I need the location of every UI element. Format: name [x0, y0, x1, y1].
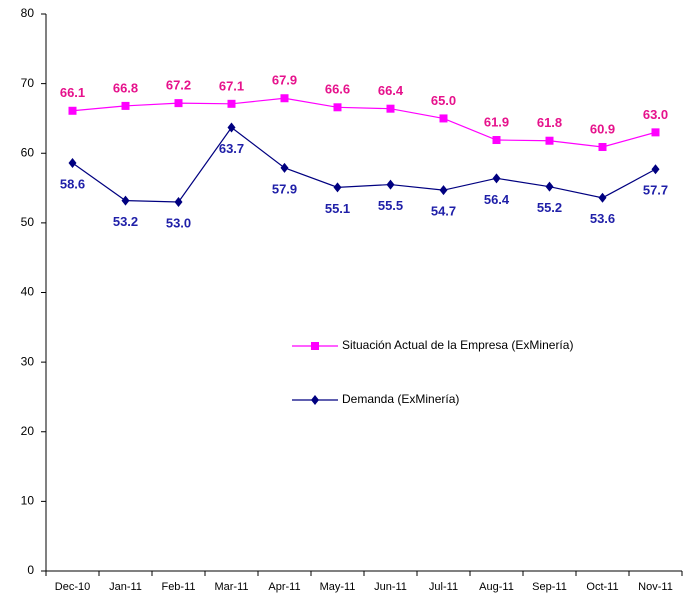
marker: [68, 157, 77, 168]
marker: [333, 103, 342, 112]
data-label: 61.9: [484, 114, 509, 129]
data-label: 65.0: [431, 93, 456, 108]
x-tick-label: Nov-11: [638, 581, 673, 593]
marker: [227, 122, 236, 133]
y-tick-label: 50: [21, 215, 35, 229]
x-tick-label: Jun-11: [374, 581, 407, 593]
marker: [439, 114, 448, 123]
y-tick-label: 80: [21, 6, 35, 20]
marker: [311, 342, 319, 350]
data-label: 66.6: [325, 82, 350, 97]
y-tick-label: 0: [27, 563, 34, 577]
y-tick-label: 40: [21, 285, 35, 299]
data-label: 60.9: [590, 121, 615, 136]
x-tick-label: Mar-11: [214, 581, 248, 593]
data-label: 57.7: [643, 183, 668, 198]
series-line: [72, 97, 656, 148]
data-label: 56.4: [484, 192, 510, 207]
data-label: 63.0: [643, 107, 668, 122]
marker: [280, 94, 289, 103]
legend-label: Demanda (ExMinería): [342, 392, 459, 406]
data-label: 57.9: [272, 181, 297, 196]
marker: [174, 196, 183, 207]
legend-label: Situación Actual de la Empresa (ExMinerí…: [342, 338, 573, 352]
marker: [386, 104, 395, 113]
data-label: 67.1: [219, 78, 244, 93]
marker: [598, 142, 607, 151]
marker: [333, 182, 342, 193]
x-tick-label: Apr-11: [268, 581, 300, 593]
data-label: 63.7: [219, 141, 244, 156]
marker: [68, 106, 77, 115]
marker: [227, 99, 236, 108]
x-tick-label: Jan-11: [109, 581, 142, 593]
data-label: 66.4: [378, 83, 404, 98]
data-label: 53.6: [590, 211, 615, 226]
x-tick-label: Oct-11: [586, 581, 618, 593]
marker: [311, 395, 319, 405]
x-tick-label: May-11: [320, 581, 356, 593]
marker: [174, 99, 183, 108]
marker: [386, 179, 395, 190]
x-tick-label: Dec-10: [55, 581, 90, 593]
data-label: 67.2: [166, 78, 191, 93]
data-label: 53.0: [166, 215, 191, 230]
data-label: 55.5: [378, 198, 403, 213]
x-tick-label: Aug-11: [479, 581, 514, 593]
marker: [492, 136, 501, 145]
y-tick-label: 70: [21, 76, 35, 90]
marker: [545, 181, 554, 192]
data-label: 67.9: [272, 73, 297, 88]
marker: [280, 162, 289, 173]
data-label: 66.8: [113, 80, 138, 95]
x-tick-label: Feb-11: [161, 581, 195, 593]
data-label: 54.7: [431, 204, 456, 219]
x-tick-label: Jul-11: [429, 581, 458, 593]
marker: [651, 164, 660, 175]
x-tick-label: Sep-11: [532, 581, 567, 593]
data-label: 53.2: [113, 214, 138, 229]
series-line: [72, 126, 656, 203]
y-tick-label: 10: [21, 494, 35, 508]
data-label: 55.1: [325, 201, 350, 216]
marker: [545, 136, 554, 145]
marker: [651, 128, 660, 137]
marker: [439, 185, 448, 196]
marker: [121, 195, 130, 206]
marker: [598, 192, 607, 203]
marker: [121, 101, 130, 110]
data-label: 66.1: [60, 85, 85, 100]
data-label: 61.8: [537, 115, 562, 130]
y-tick-label: 60: [21, 145, 35, 159]
data-label: 55.2: [537, 200, 562, 215]
y-tick-label: 30: [21, 354, 35, 368]
data-label: 58.6: [60, 176, 85, 191]
y-tick-label: 20: [21, 424, 35, 438]
marker: [492, 173, 501, 184]
